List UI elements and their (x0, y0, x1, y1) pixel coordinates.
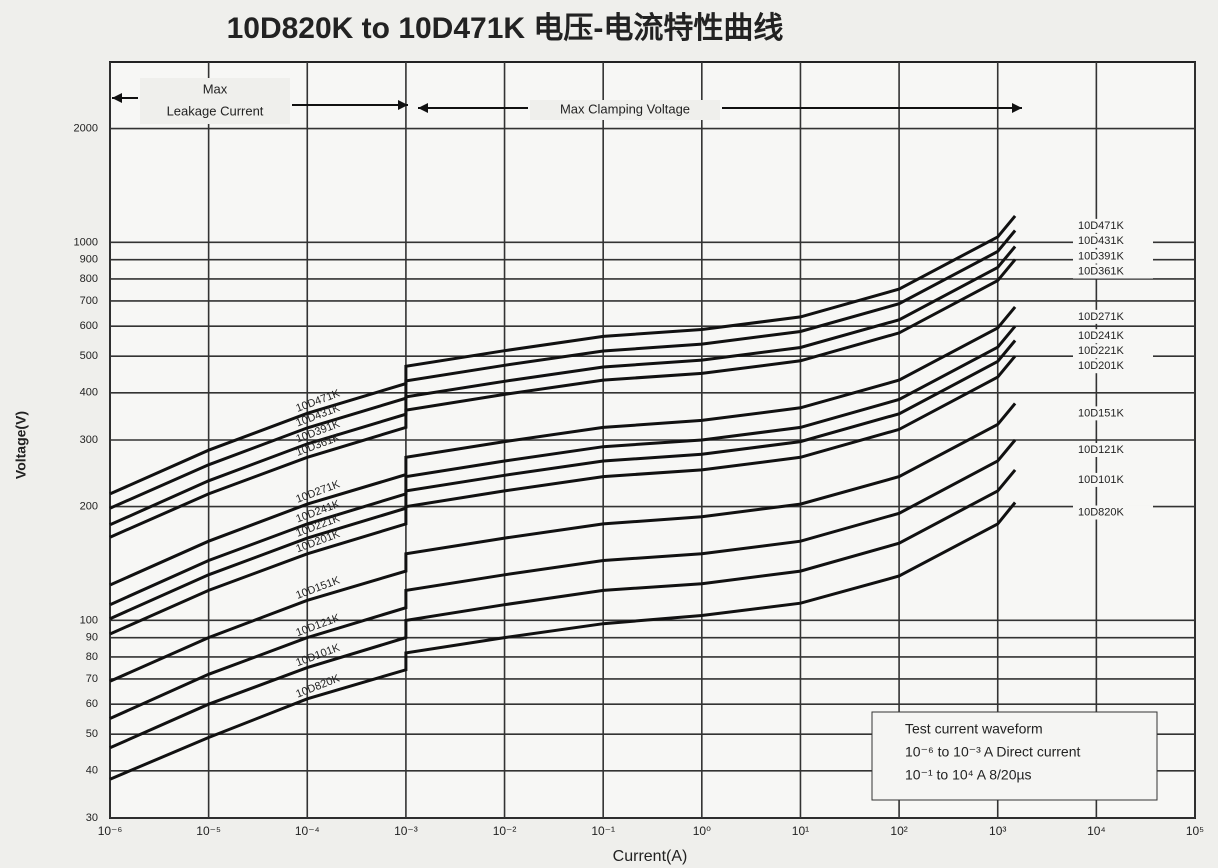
series-line (109, 214, 1017, 496)
y-tick-label: 200 (80, 500, 98, 512)
x-tick-label: 10² (890, 824, 907, 838)
legend-bg (1073, 233, 1153, 248)
series-line (109, 305, 1017, 587)
y-tick-label: 1000 (74, 236, 98, 248)
x-tick-label: 10¹ (792, 824, 809, 838)
legend-bg (1073, 218, 1153, 233)
arrow-head (1012, 103, 1022, 113)
legend-entry: 10D221K (1078, 345, 1125, 357)
legend-bg (1073, 309, 1153, 324)
legend-entry: 10D241K (1078, 330, 1125, 342)
legend-entry: 10D121K (1078, 444, 1125, 456)
legend-bg (1073, 443, 1153, 457)
note-line: 10⁻¹ to 10⁴ A 8/20µs (905, 767, 1032, 783)
y-tick-label: 2000 (74, 122, 98, 134)
annotation: Max Clamping Voltage (560, 101, 690, 116)
legend-entry: 10D101K (1078, 474, 1125, 486)
series-line (109, 501, 1017, 781)
legend-entry: 10D201K (1078, 360, 1125, 372)
note-box (871, 711, 1158, 801)
series-line (109, 325, 1017, 607)
plot-area: 30 40 50 60 70 80 90 100 200 300 400 500 600 700 800 90… (74, 61, 1204, 838)
y-tick-label: 90 (86, 632, 98, 644)
annotation: Leakage Current (167, 103, 264, 118)
legend-bg (1073, 329, 1153, 344)
series-line (109, 402, 1017, 683)
y-axis-title: Voltage(V) (13, 411, 29, 479)
legend-bg (1073, 472, 1153, 487)
legend-bg (1073, 359, 1153, 374)
chart-title: 10D820K to 10D471K 电压-电流特性曲线 (227, 12, 784, 45)
y-tick-label: 100 (80, 614, 98, 626)
legend-entry: 10D271K (1078, 311, 1125, 323)
series-line (109, 339, 1017, 621)
annotation-bg (530, 100, 720, 120)
x-axis-title: Current(A) (613, 848, 688, 865)
y-tick-label: 600 (80, 320, 98, 332)
x-tick-label: 10³ (989, 824, 1006, 838)
series-line (109, 468, 1017, 750)
legend-entry: 10D391K (1078, 250, 1125, 262)
legend-entry: 10D361K (1078, 265, 1125, 277)
y-tick-label: 400 (80, 387, 98, 399)
arrow-head (112, 93, 122, 103)
annotation-bg (140, 78, 290, 124)
series-line (109, 355, 1017, 636)
series-line (109, 245, 1017, 527)
legend-bg (1073, 249, 1153, 264)
x-tick-label: 10⁴ (1087, 824, 1106, 838)
y-tick-label: 70 (86, 673, 98, 685)
legend-entry: 10D820K (1078, 506, 1125, 518)
x-tick-label: 10⁻¹ (591, 824, 615, 838)
note-line: 10⁻⁶ to 10⁻³ A Direct current (905, 744, 1081, 760)
legend-bg (1073, 264, 1153, 279)
y-tick-label: 80 (86, 651, 98, 663)
x-tick-label: 10⁻² (493, 824, 517, 838)
series-line (109, 439, 1017, 720)
legend-entry: 10D431K (1078, 235, 1125, 247)
legend-entry: 10D151K (1078, 407, 1125, 419)
series-line (109, 258, 1017, 539)
arrow-head (398, 100, 408, 110)
y-tick-label: 700 (80, 295, 98, 307)
x-tick-label: 10⁻⁶ (98, 824, 123, 838)
note-title: Test current waveform (905, 721, 1043, 737)
y-tick-label: 50 (86, 728, 98, 740)
legend-entry: 10D471K (1078, 220, 1125, 232)
legend-bg (1073, 505, 1153, 520)
y-tick-label: 900 (80, 254, 98, 266)
x-tick-label: 10⁻⁵ (196, 824, 221, 838)
y-tick-label: 800 (80, 273, 98, 285)
x-tick-label: 10⁻⁴ (295, 824, 320, 838)
x-tick-label: 10⁰ (693, 824, 711, 838)
y-tick-label: 40 (86, 765, 98, 777)
x-tick-label: 10⁻³ (394, 824, 418, 838)
y-tick-label: 60 (86, 698, 98, 710)
annotation: Max (203, 81, 228, 96)
x-tick-label: 10⁵ (1186, 824, 1204, 838)
legend-bg (1073, 406, 1153, 421)
y-tick-label: 300 (80, 434, 98, 446)
arrow-head (418, 103, 428, 113)
legend-bg (1073, 344, 1153, 359)
y-tick-label: 30 (86, 812, 98, 824)
series-line (109, 229, 1017, 510)
y-tick-label: 500 (80, 350, 98, 362)
